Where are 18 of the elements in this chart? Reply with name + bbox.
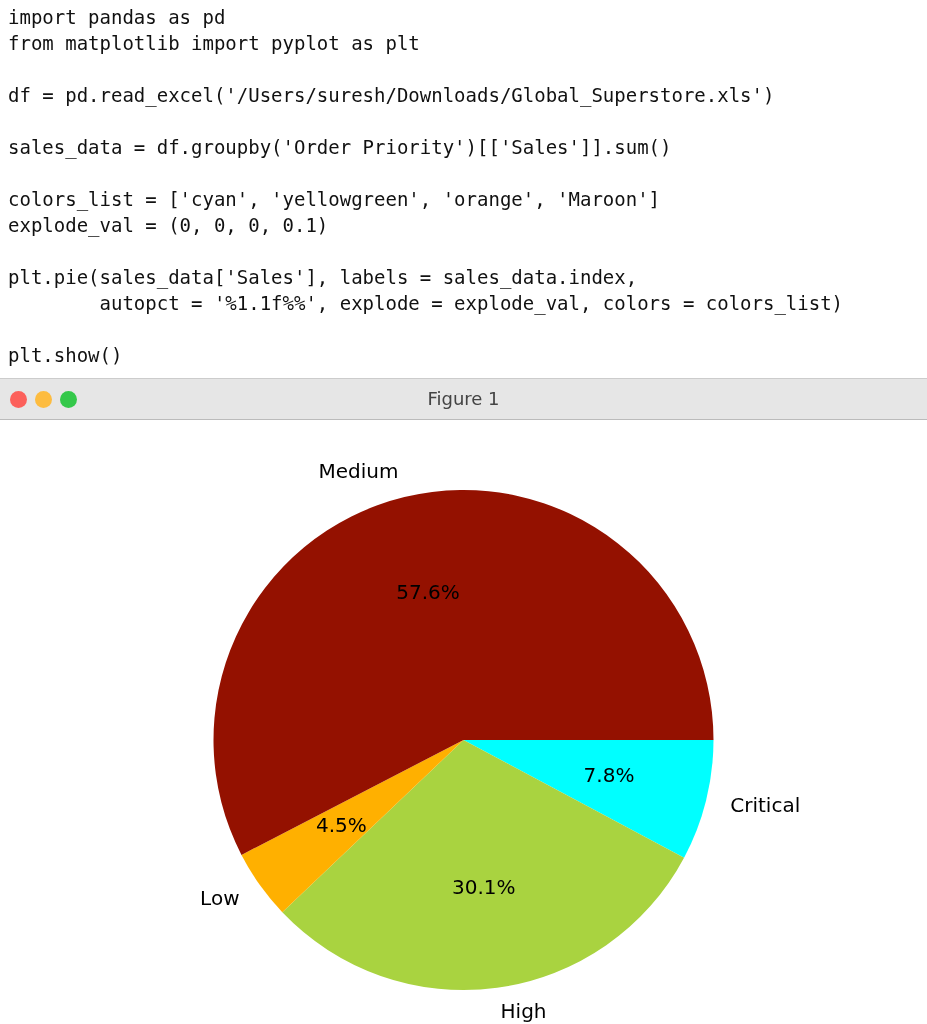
slice-label: Medium xyxy=(318,459,399,483)
chart-title: Figure 1 xyxy=(426,388,501,409)
slice-label: Low xyxy=(200,885,240,910)
slice-label: High xyxy=(500,998,547,1023)
text: plt.show() xyxy=(8,343,124,368)
data-label: 7.8% xyxy=(583,762,635,787)
data-label: 57.6% xyxy=(396,580,460,605)
text: from matplotlib import pyplot as plt xyxy=(8,31,421,56)
data-label: 30.1% xyxy=(451,874,516,899)
text: df = pd.read_excel('/Users/suresh/Downloads/Global_Superstore.xls') xyxy=(8,83,776,108)
data-label: 4.5% xyxy=(315,813,367,838)
text: colors_list = ['cyan', 'yellowgreen', 'orange', 'Maroon'] xyxy=(8,187,662,212)
text: plt.pie(sales_data['Sales'], labels = sales_data.index, xyxy=(8,265,639,290)
text: autopct = '%1.1f%%', explode = explode_val, colors = colors_list) xyxy=(98,291,845,316)
slice-label: Critical xyxy=(730,792,801,817)
text: explode_val = (0, 0, 0, 0.1) xyxy=(8,213,330,238)
text: sales_data = df.groupby('Order Priority')[['Sales']].sum() xyxy=(8,135,673,160)
text: import pandas as pd xyxy=(8,5,227,30)
